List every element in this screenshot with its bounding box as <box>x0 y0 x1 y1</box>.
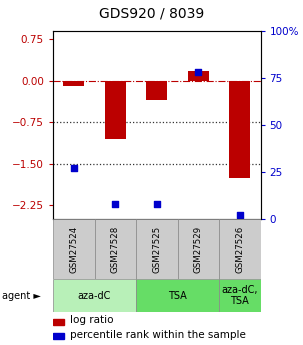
Text: GSM27525: GSM27525 <box>152 226 161 273</box>
Point <box>155 201 159 207</box>
Text: percentile rank within the sample: percentile rank within the sample <box>70 330 245 340</box>
Bar <box>219 219 261 279</box>
Bar <box>178 219 219 279</box>
Bar <box>95 219 136 279</box>
Point <box>72 166 76 171</box>
Point <box>196 70 201 75</box>
Bar <box>63 81 84 86</box>
Text: GSM27529: GSM27529 <box>194 226 203 273</box>
Text: agent ►: agent ► <box>2 291 40 301</box>
Text: aza-dC,
TSA: aza-dC, TSA <box>221 285 258 306</box>
Bar <box>219 279 261 312</box>
Bar <box>146 81 167 100</box>
Bar <box>105 81 126 139</box>
Point <box>113 201 118 207</box>
Bar <box>53 279 136 312</box>
Bar <box>136 279 219 312</box>
Point <box>238 213 242 218</box>
Text: GDS920 / 8039: GDS920 / 8039 <box>99 7 204 21</box>
Bar <box>136 219 178 279</box>
Text: log ratio: log ratio <box>70 315 113 325</box>
Text: TSA: TSA <box>168 291 187 301</box>
Bar <box>229 81 250 178</box>
Bar <box>53 333 65 339</box>
Text: GSM27528: GSM27528 <box>111 226 120 273</box>
Text: GSM27526: GSM27526 <box>235 226 244 273</box>
Bar <box>53 319 65 325</box>
Bar <box>188 71 209 81</box>
Bar <box>53 219 95 279</box>
Text: GSM27524: GSM27524 <box>69 226 78 273</box>
Text: aza-dC: aza-dC <box>78 291 111 301</box>
